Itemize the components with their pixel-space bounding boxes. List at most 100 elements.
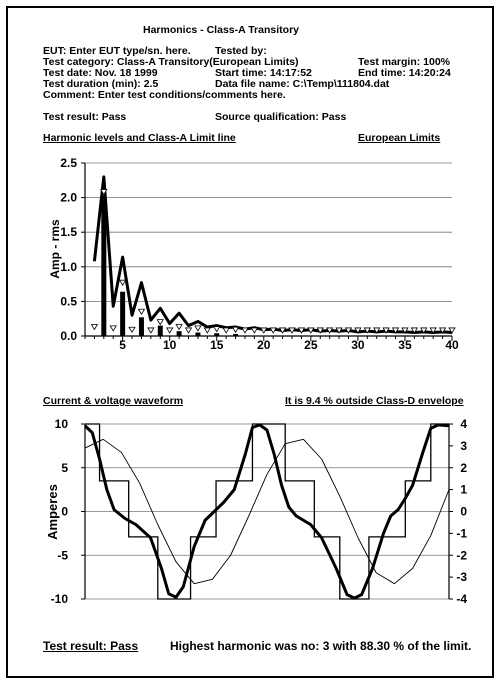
harmonics-y-axis-label: Amp - rms — [48, 219, 62, 279]
max-marker — [354, 327, 362, 334]
test-date-field: Test date: Nov. 18 1999 — [43, 67, 158, 79]
harmonics-x-tick-label: 10 — [163, 338, 177, 352]
max-marker — [184, 327, 193, 334]
waveform-y2-tick-label: 4 — [460, 417, 467, 431]
end-time-field: End time: 14:20:24 — [358, 67, 451, 79]
harmonic-bar — [176, 331, 182, 336]
report-title: Harmonics - Class-A Transitory — [143, 24, 299, 36]
harmonics-y-tick-label: 1.5 — [60, 225, 77, 239]
max-marker — [250, 327, 259, 334]
max-marker — [410, 327, 419, 334]
max-marker — [420, 327, 428, 334]
eut-field: EUT: Enter EUT type/sn. here. — [43, 45, 191, 57]
source-qualification-field: Source qualification: Pass — [215, 111, 347, 123]
harmonic-bar — [233, 333, 239, 336]
max-marker — [137, 308, 146, 316]
waveform-y-tick-label: 5 — [61, 461, 68, 475]
max-marker — [260, 327, 268, 334]
comment-field: Comment: Enter test conditions/comments … — [43, 89, 286, 101]
footer-test-result: Test result: Pass — [43, 639, 139, 653]
waveform-y2-tick-label: -1 — [456, 526, 467, 540]
test-result-field: Test result: Pass — [43, 111, 127, 123]
harmonic-bar — [157, 325, 163, 336]
report-page — [6, 6, 494, 678]
max-marker — [203, 327, 212, 334]
max-marker — [288, 327, 296, 334]
harmonics-section-title: Harmonic levels and Class-A Limit line — [43, 132, 236, 144]
max-marker — [325, 327, 334, 334]
waveform-y-axis-label: Amperes — [45, 484, 60, 540]
harmonics-y-tick-label: 1.0 — [60, 260, 77, 274]
current-waveform — [83, 423, 450, 600]
waveform-section-title: Current & voltage waveform — [43, 395, 184, 407]
max-marker — [448, 327, 456, 334]
voltage-waveform — [84, 438, 450, 585]
waveform-y-tick-label: 10 — [55, 417, 69, 431]
start-time-field: Start time: 14:17:52 — [215, 67, 312, 79]
waveform-y2-tick-label: 3 — [460, 439, 467, 453]
max-marker — [213, 326, 221, 333]
max-marker — [278, 327, 287, 334]
max-marker — [438, 327, 447, 334]
max-marker — [297, 327, 306, 334]
harmonic-bar — [195, 332, 201, 336]
envelope-note: It is 9.4 % outside Class-D envelope — [285, 395, 464, 407]
max-marker — [307, 327, 315, 334]
test-duration-field: Test duration (min): 2.5 — [43, 78, 159, 90]
max-marker — [231, 326, 240, 334]
waveform-y-tick-label: -5 — [57, 548, 68, 562]
waveform-y2-tick-label: 1 — [460, 483, 467, 497]
max-marker — [156, 319, 164, 326]
max-marker — [316, 327, 324, 334]
waveform-y2-tick-label: 0 — [460, 505, 467, 519]
harmonics-x-tick-label: 30 — [351, 338, 365, 352]
harmonics-x-tick-label: 40 — [445, 338, 459, 352]
max-marker — [194, 325, 202, 332]
harmonic-bar — [101, 195, 107, 336]
max-marker — [382, 327, 390, 334]
harmonics-y-tick-label: 2.0 — [60, 191, 77, 205]
harmonic-bar — [214, 333, 220, 336]
harmonics-x-tick-label: 35 — [398, 338, 412, 352]
harmonics-y-tick-label: 2.5 — [60, 156, 77, 170]
harmonics-x-tick-label: 15 — [210, 338, 224, 352]
harmonics-x-tick-label: 20 — [257, 338, 271, 352]
harmonic-bar — [138, 317, 144, 336]
limits-label: European Limits — [358, 132, 441, 144]
max-marker — [373, 327, 381, 334]
harmonics-x-tick-label: 25 — [304, 338, 318, 352]
max-marker — [429, 327, 437, 334]
max-marker — [109, 325, 117, 332]
waveform-y2-tick-label: -4 — [456, 592, 467, 606]
max-marker — [175, 324, 183, 331]
harmonic-bar — [120, 291, 126, 336]
max-marker — [269, 327, 277, 334]
test-category-field: Test category: Class-A Transitory(Europe… — [43, 56, 299, 68]
max-marker — [401, 327, 409, 334]
waveform-y2-tick-label: 2 — [460, 461, 467, 475]
harmonics-x-tick-label: 5 — [119, 338, 126, 352]
max-marker — [241, 327, 249, 334]
max-marker — [363, 327, 372, 334]
max-marker — [118, 279, 127, 286]
max-marker — [128, 326, 136, 334]
harmonics-y-tick-label: 0.0 — [60, 329, 77, 343]
waveform-y2-tick-label: -3 — [456, 570, 467, 584]
harmonics-y-tick-label: 0.5 — [60, 294, 77, 308]
data-file-field: Data file name: C:\Temp\111804.dat — [215, 78, 390, 90]
max-marker — [335, 327, 343, 334]
limit-line — [92, 175, 453, 335]
waveform-y-tick-label: -10 — [51, 592, 69, 606]
class-d-envelope — [85, 423, 449, 600]
max-marker — [90, 324, 99, 331]
max-marker — [165, 327, 174, 334]
test-margin-field: Test margin: 100% — [358, 56, 451, 68]
max-marker — [344, 327, 353, 334]
footer-highest-harmonic: Highest harmonic was no: 3 with 88.30 % … — [170, 639, 472, 653]
waveform-y-tick-label: 0 — [61, 505, 68, 519]
max-marker — [391, 327, 400, 334]
max-marker — [100, 189, 108, 196]
tested-by-field: Tested by: — [215, 45, 267, 57]
waveform-y2-tick-label: -2 — [456, 548, 467, 562]
